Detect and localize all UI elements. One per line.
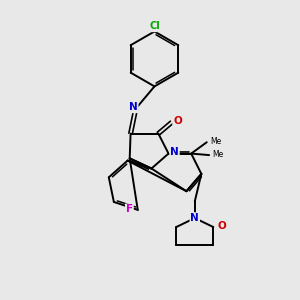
Text: Cl: Cl	[149, 21, 160, 32]
Text: N: N	[129, 102, 138, 112]
Text: Me: Me	[210, 137, 222, 146]
Text: N: N	[190, 213, 199, 223]
Text: O: O	[218, 221, 226, 231]
Text: O: O	[173, 116, 182, 126]
Text: Me: Me	[213, 150, 224, 159]
Text: N: N	[170, 147, 179, 157]
Text: F: F	[126, 204, 133, 214]
